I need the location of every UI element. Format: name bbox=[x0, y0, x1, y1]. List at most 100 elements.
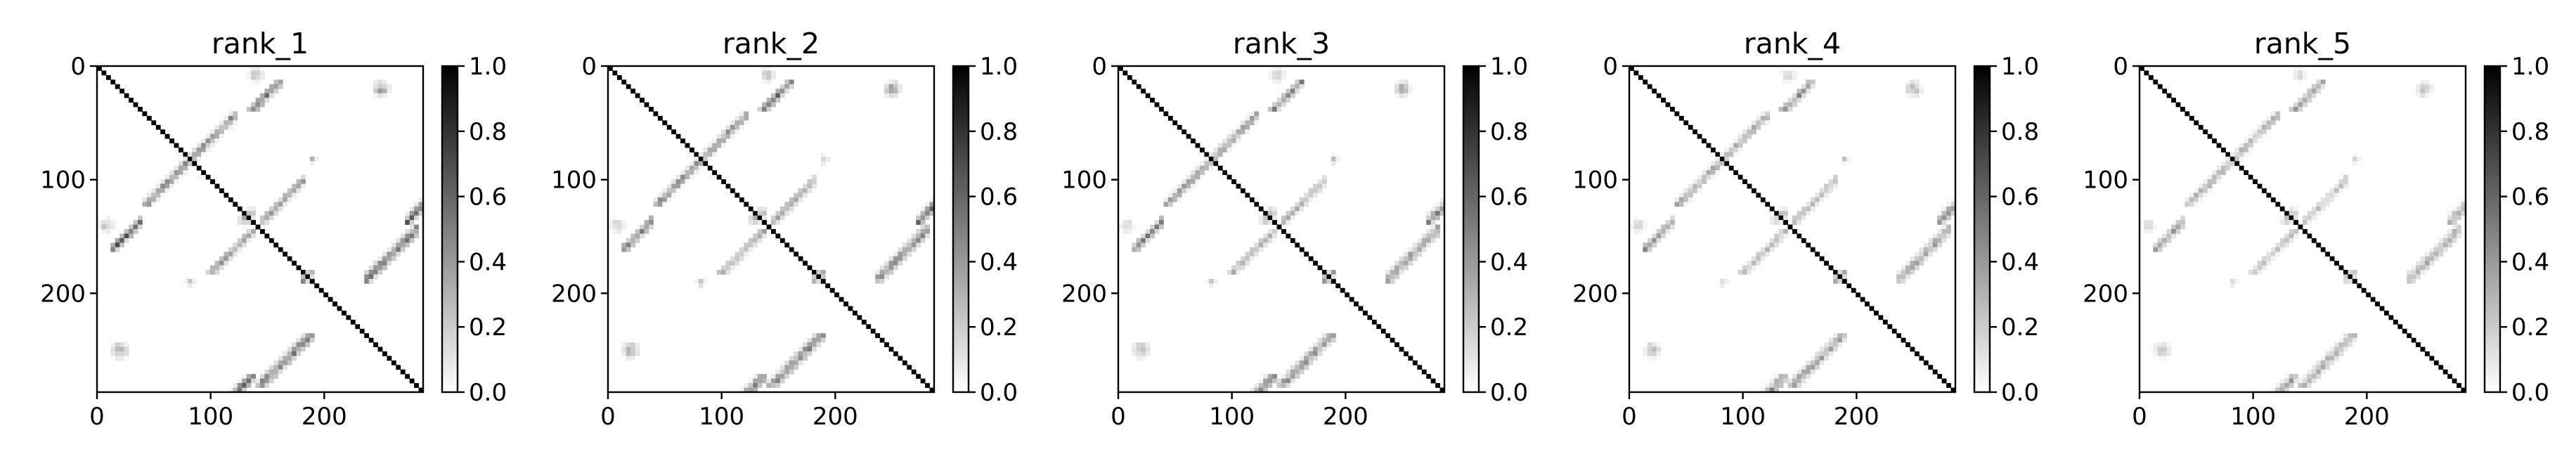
heatmap-cell bbox=[1322, 333, 1327, 339]
heatmap-cell bbox=[1272, 74, 1277, 80]
heatmap-cell bbox=[1313, 193, 1318, 198]
heatmap-cell bbox=[1426, 229, 1432, 234]
heatmap-cell bbox=[757, 374, 763, 379]
heatmap-cell bbox=[97, 220, 102, 225]
heatmap-cell bbox=[387, 252, 392, 257]
heatmap-cell bbox=[387, 84, 392, 89]
heatmap-cell bbox=[1299, 206, 1305, 212]
heatmap-cell bbox=[671, 129, 677, 135]
heatmap-cell bbox=[1390, 270, 1395, 275]
heatmap-cell bbox=[1783, 378, 1788, 384]
heatmap-cell bbox=[387, 247, 392, 252]
heatmap-cell bbox=[1272, 220, 1277, 225]
heatmap-cell bbox=[2194, 202, 2199, 207]
heatmap-cell bbox=[1833, 274, 1838, 280]
heatmap-cell bbox=[192, 148, 198, 152]
heatmap-cell bbox=[1946, 215, 1951, 221]
heatmap-cell bbox=[377, 261, 383, 266]
heatmap-cell bbox=[1331, 270, 1336, 275]
heatmap-cell bbox=[608, 66, 613, 71]
heatmap-cell bbox=[251, 378, 256, 384]
heatmap-cell bbox=[287, 356, 292, 361]
heatmap-cell bbox=[1145, 229, 1151, 234]
heatmap-cell bbox=[409, 215, 415, 221]
heatmap-cell bbox=[2234, 278, 2240, 284]
heatmap-cell bbox=[242, 242, 247, 248]
heatmap-cell bbox=[898, 247, 903, 252]
heatmap-cell bbox=[1236, 138, 1241, 143]
heatmap-cell bbox=[2416, 89, 2421, 94]
heatmap-cell bbox=[1937, 215, 1943, 221]
colorbar: 0.00.20.40.60.81.0 bbox=[1462, 53, 1528, 407]
heatmap-cell bbox=[2293, 211, 2298, 216]
heatmap-cell bbox=[1647, 238, 1652, 243]
heatmap-cell bbox=[1905, 261, 1910, 266]
heatmap-cell bbox=[2148, 224, 2154, 230]
heatmap-cell bbox=[129, 229, 134, 234]
heatmap-cell bbox=[762, 102, 767, 108]
heatmap-cell bbox=[2316, 360, 2322, 365]
heatmap-cell bbox=[2212, 170, 2217, 176]
heatmap-cell bbox=[690, 165, 694, 171]
heatmap-cell bbox=[2447, 238, 2453, 243]
heatmap-cell bbox=[192, 278, 198, 284]
heatmap-cell bbox=[621, 247, 627, 252]
heatmap-cell bbox=[1182, 129, 1187, 135]
heatmap-cell bbox=[1692, 129, 1698, 135]
heatmap-cell bbox=[616, 229, 622, 234]
heatmap-cell bbox=[2293, 229, 2298, 234]
heatmap-cell bbox=[187, 152, 193, 157]
heatmap-cell bbox=[1399, 79, 1404, 85]
heatmap-cell bbox=[246, 383, 252, 388]
heatmap-cell bbox=[1670, 220, 1675, 225]
heatmap-cell bbox=[1208, 278, 1214, 284]
heatmap-cell bbox=[784, 211, 790, 216]
heatmap-cell bbox=[119, 89, 125, 94]
heatmap-cell bbox=[169, 174, 174, 180]
heatmap-cell bbox=[1167, 202, 1173, 207]
heatmap-cell bbox=[1145, 351, 1151, 356]
heatmap-cell bbox=[1905, 93, 1910, 98]
heatmap-cell bbox=[893, 256, 898, 261]
heatmap-cell bbox=[1177, 124, 1182, 130]
heatmap-cell bbox=[1910, 256, 1915, 261]
heatmap-cell bbox=[1236, 265, 1241, 271]
heatmap-cell bbox=[260, 98, 265, 103]
heatmap-cell bbox=[2194, 193, 2199, 198]
heatmap-cell bbox=[2257, 129, 2263, 135]
heatmap-cell bbox=[1390, 337, 1395, 343]
heatmap-cell bbox=[1801, 365, 1806, 370]
heatmap-cell bbox=[1946, 206, 1951, 212]
heatmap-cell bbox=[916, 374, 921, 379]
subplot-title: rank_4 bbox=[1744, 27, 1841, 60]
heatmap-cell bbox=[1426, 215, 1432, 221]
heatmap-cell bbox=[382, 265, 387, 271]
heatmap-cell bbox=[1737, 174, 1743, 180]
heatmap-cell bbox=[893, 351, 898, 356]
heatmap-cell bbox=[2284, 383, 2290, 388]
heatmap-cell bbox=[1774, 211, 1780, 216]
heatmap-cell bbox=[1304, 252, 1309, 257]
heatmap-cell bbox=[224, 256, 229, 261]
heatmap-cell bbox=[1915, 84, 1920, 89]
heatmap-cell bbox=[268, 206, 274, 212]
heatmap-cell bbox=[775, 220, 781, 225]
heatmap-cell bbox=[1747, 124, 1752, 130]
colorbar-tick-label: 0.0 bbox=[469, 379, 507, 407]
heatmap-cell bbox=[151, 188, 157, 193]
heatmap-cell bbox=[124, 342, 129, 347]
heatmap-cell bbox=[1435, 233, 1440, 239]
heatmap-cell bbox=[2175, 229, 2181, 234]
heatmap-cell bbox=[784, 84, 790, 89]
heatmap-cell bbox=[798, 356, 803, 361]
heatmap-cell bbox=[1322, 174, 1327, 180]
heatmap-cell bbox=[1231, 270, 1236, 275]
heatmap-cell bbox=[110, 247, 116, 252]
heatmap-cell bbox=[884, 270, 889, 275]
heatmap-cell bbox=[1652, 89, 1657, 94]
heatmap-cell bbox=[1249, 247, 1255, 252]
heatmap-cell bbox=[2442, 242, 2448, 248]
heatmap-cell bbox=[115, 247, 120, 252]
heatmap-cell bbox=[2311, 378, 2317, 384]
